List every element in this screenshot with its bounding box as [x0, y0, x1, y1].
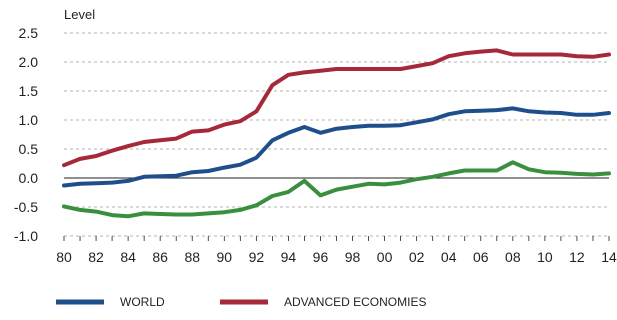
x-tick-label: 90 [217, 249, 233, 265]
series-line-2 [62, 160, 611, 219]
x-tick-label: 82 [88, 249, 104, 265]
series-lines [62, 48, 611, 219]
x-axis: 80 82 84 86 88 90 92 94 96 98 00 02 04 06 08 10 12 14 [56, 236, 617, 265]
x-tick-label: 94 [281, 249, 297, 265]
x-tick-label: 86 [152, 249, 168, 265]
x-tick-label: 98 [345, 249, 361, 265]
legend: WORLD ADVANCED ECONOMIES [56, 295, 426, 309]
x-tick-label: 88 [184, 249, 200, 265]
x-tick-label: 02 [409, 249, 425, 265]
x-tick-label: 04 [441, 249, 457, 265]
y-tick-label: 1.0 [19, 112, 39, 128]
x-tick-label: 92 [249, 249, 265, 265]
y-tick-label: 1.5 [19, 83, 39, 99]
legend-label: ADVANCED ECONOMIES [284, 295, 426, 309]
x-tick-label: 08 [505, 249, 521, 265]
x-tick-label: 14 [601, 249, 617, 265]
y-tick-label: 2.0 [19, 54, 39, 70]
y-axis-ticks: 2.5 2.0 1.5 1.0 0.5 0.0 -0.5 -1.0 [14, 25, 38, 244]
x-tick-label: 06 [473, 249, 489, 265]
y-axis-title: Level [64, 7, 95, 22]
y-tick-label: 0.5 [19, 141, 39, 157]
y-tick-label: -1.0 [14, 228, 38, 244]
y-tick-label: 2.5 [19, 25, 39, 41]
y-tick-label: -0.5 [14, 199, 38, 215]
x-tick-label: 12 [569, 249, 585, 265]
x-tick-label: 80 [56, 249, 72, 265]
series-line-1 [62, 48, 611, 168]
y-tick-label: 0.0 [19, 170, 39, 186]
x-tick-label: 00 [377, 249, 393, 265]
x-tick-label: 96 [313, 249, 329, 265]
gridlines [64, 32, 609, 237]
x-tick-label: 10 [537, 249, 553, 265]
legend-label: WORLD [120, 295, 165, 309]
series-line-0 [62, 106, 611, 188]
x-tick-label: 84 [120, 249, 136, 265]
